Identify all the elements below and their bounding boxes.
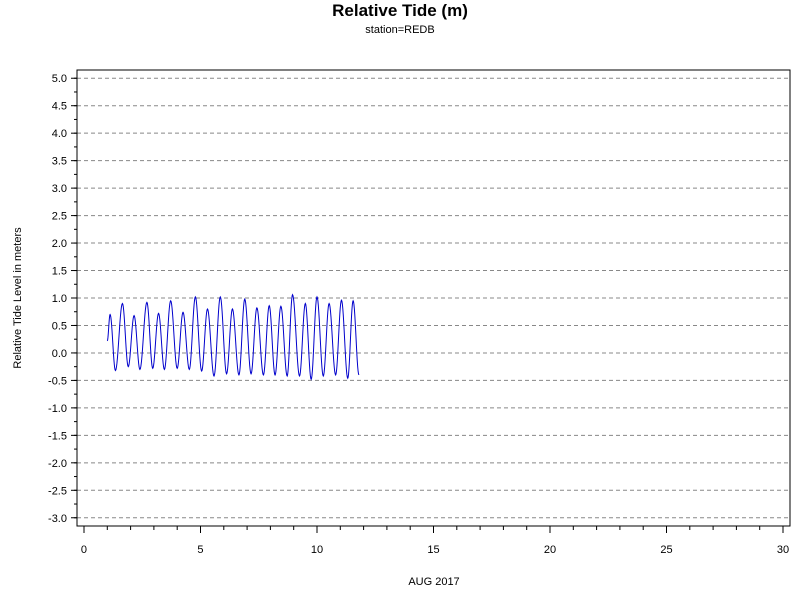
y-tick-label: -3.0 [48,513,67,525]
y-tick-label: -1.0 [48,403,67,415]
series-layer [106,293,360,381]
y-tick-label: -1.5 [48,430,67,442]
y-tick-label: 2.5 [52,211,67,223]
y-tick-label: 0.0 [52,348,67,360]
y-tick-label: -2.0 [48,458,67,470]
y-axis-title: Relative Tide Level in meters [12,227,24,369]
chart-subtitle: station=REDB [365,24,435,36]
y-tick-label: 2.0 [52,238,67,250]
x-tick-label: 0 [81,544,87,556]
y-tick-label: -2.5 [48,485,67,497]
x-axis-title: AUG 2017 [408,576,459,588]
x-tick-label: 30 [777,544,789,556]
y-tick-label: 4.5 [52,101,67,113]
chart-title: Relative Tide (m) [332,1,468,20]
tide-series-line [106,293,360,381]
y-tick-label: 5.0 [52,73,67,85]
y-tick-label: 3.0 [52,183,67,195]
x-tick-label: 10 [311,544,323,556]
x-tick-label: 25 [660,544,672,556]
x-axis: 0 5 10 15 20 25 30 [81,526,789,556]
grid-lines [77,77,790,519]
y-tick-label: 1.0 [52,293,67,305]
y-axis: 5.0 4.5 4.0 3.5 3.0 2.5 2.0 1.5 1.0 0.5 0.0 -0.5 -1.… [48,73,77,525]
y-tick-label: 4.0 [52,128,67,140]
y-tick-label: 3.5 [52,156,67,168]
x-tick-label: 15 [427,544,439,556]
y-tick-label: 1.5 [52,266,67,278]
x-tick-label: 5 [197,544,203,556]
x-tick-label: 20 [544,544,556,556]
y-tick-label: -0.5 [48,375,67,387]
y-tick-label: 0.5 [52,320,67,332]
